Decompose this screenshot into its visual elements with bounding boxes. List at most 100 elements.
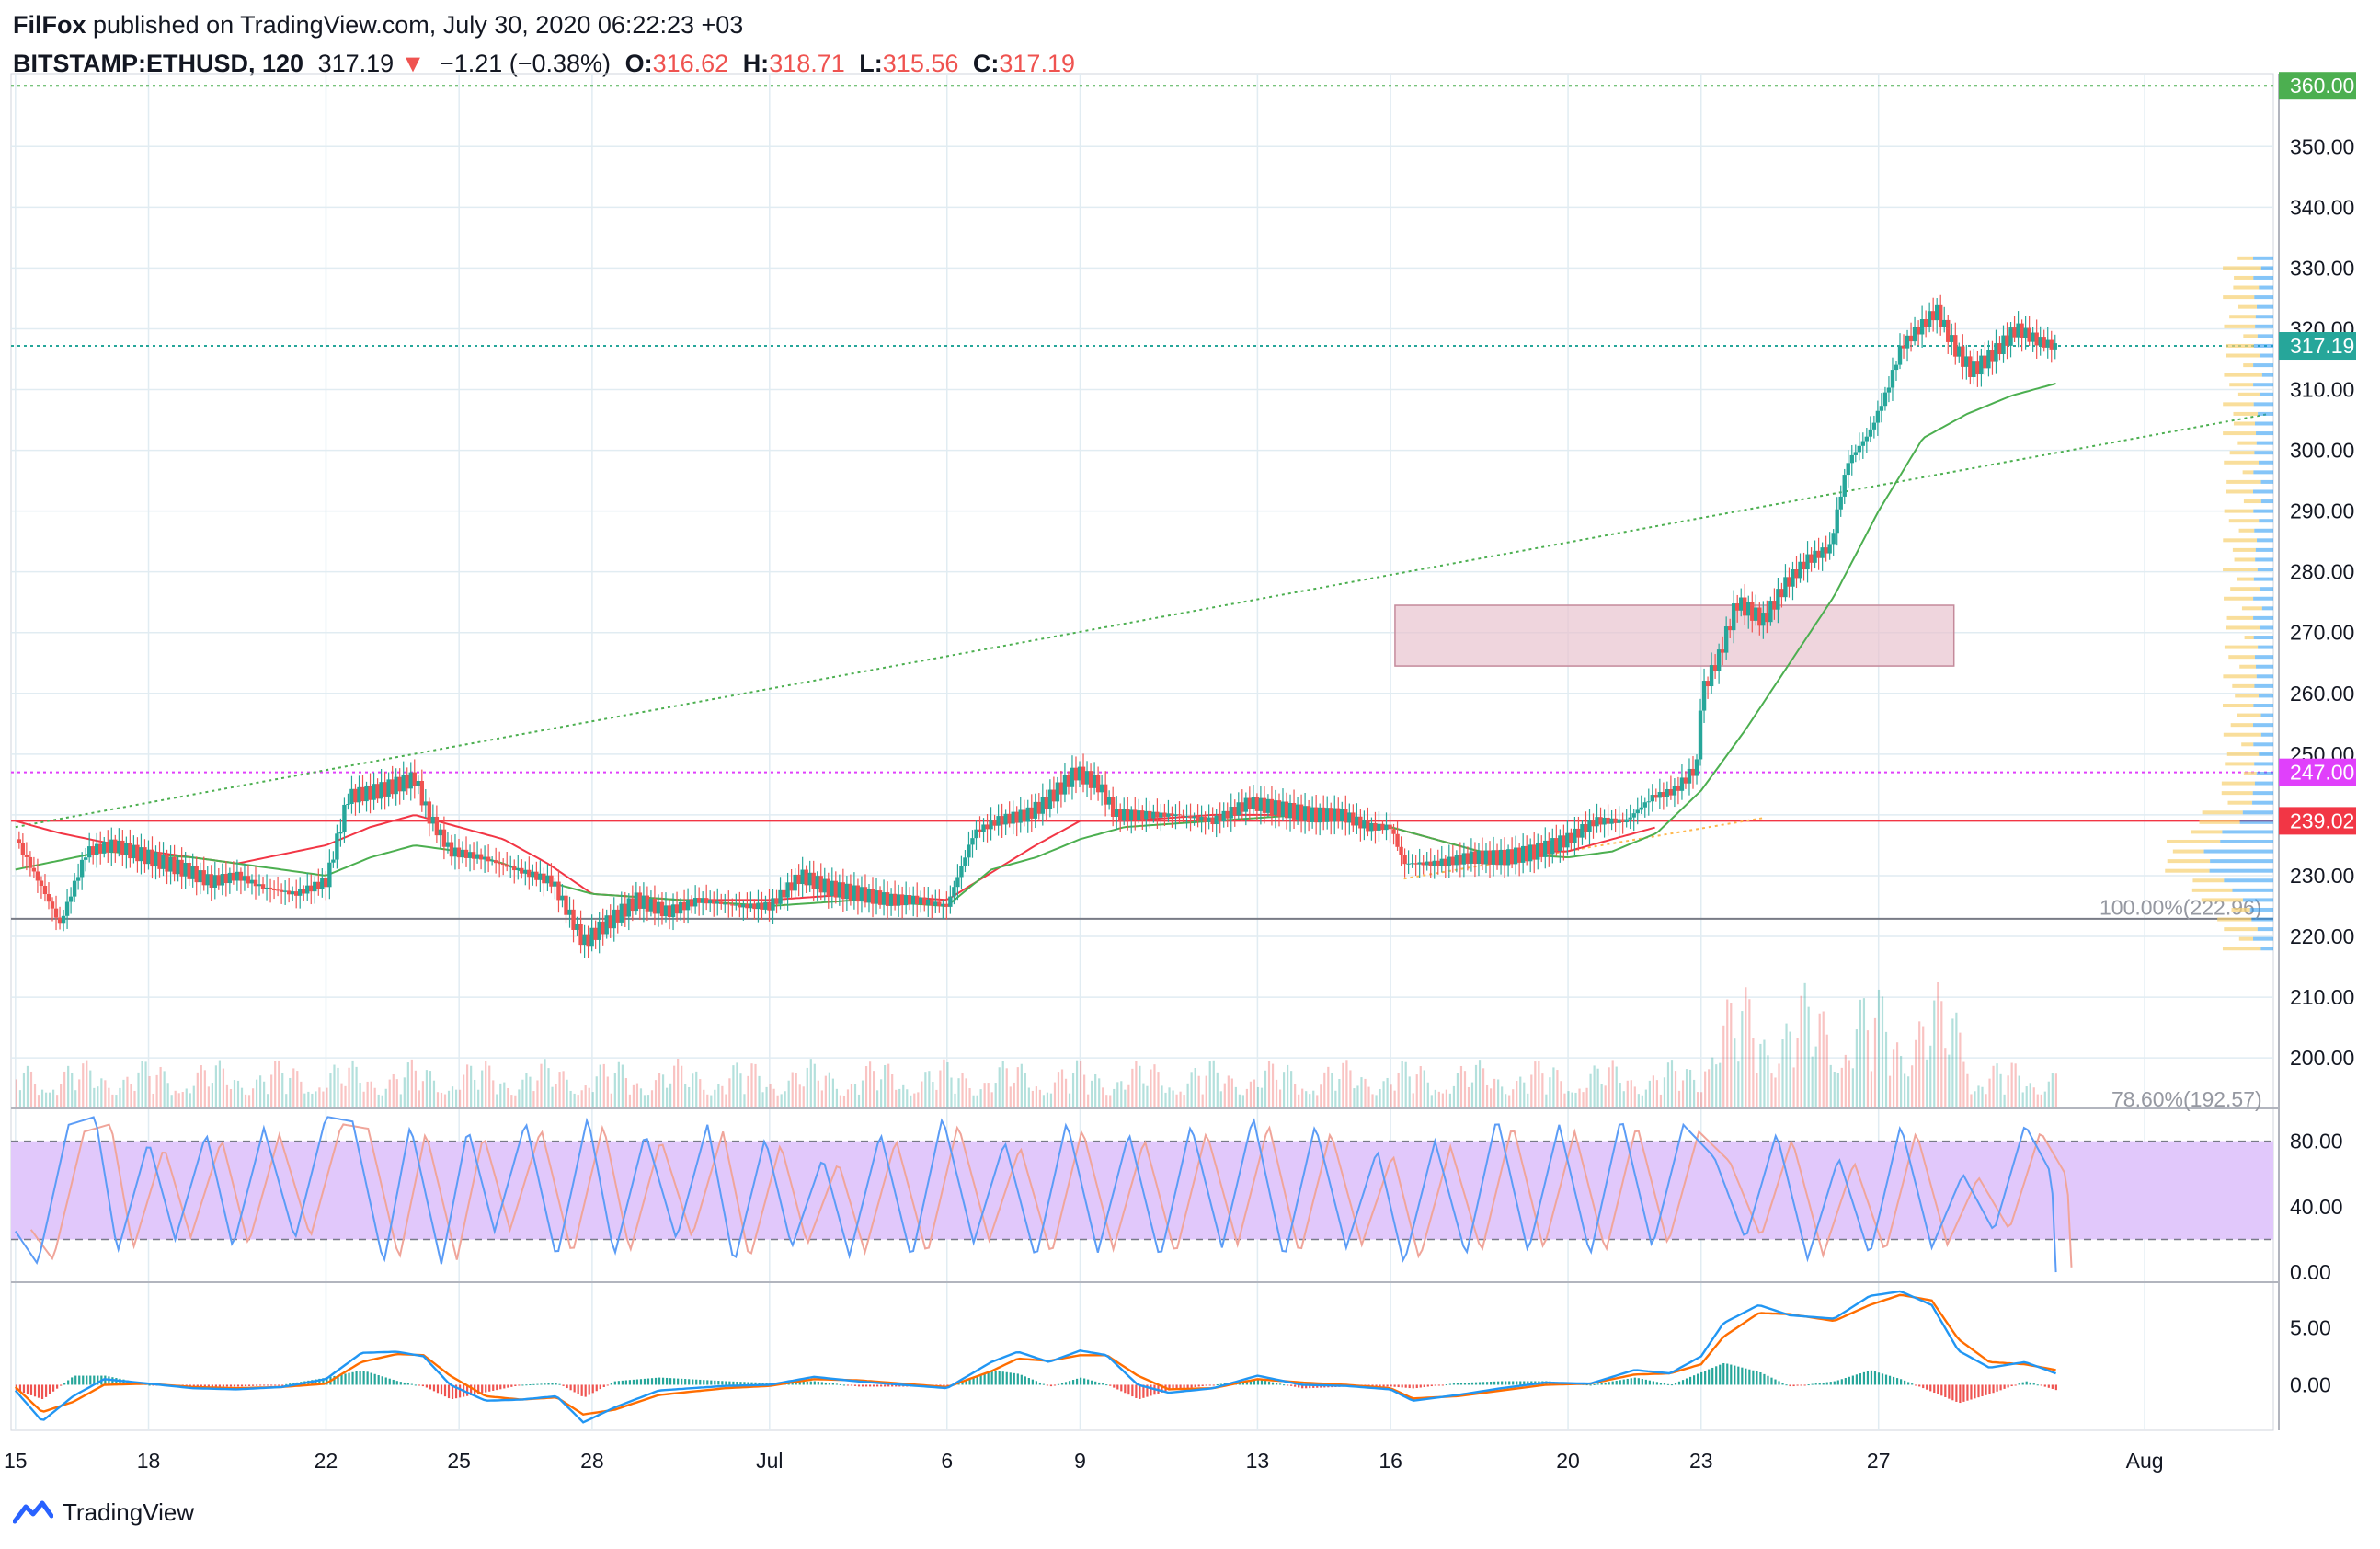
volume-bar bbox=[233, 1080, 236, 1107]
volume-bar bbox=[750, 1063, 753, 1107]
macd-histogram-bar bbox=[1256, 1379, 1260, 1385]
macd-histogram-bar bbox=[225, 1384, 229, 1387]
volume-bar bbox=[932, 1081, 934, 1107]
volume-bar bbox=[643, 1095, 646, 1107]
candle-body bbox=[1757, 607, 1762, 626]
candle-body bbox=[1846, 463, 1850, 476]
volume-profile-bar bbox=[2256, 664, 2273, 669]
candle-body bbox=[1022, 809, 1026, 822]
brand-label[interactable]: TradingView bbox=[63, 1497, 195, 1526]
symbol-label[interactable]: BITSTAMP:ETHUSD, 120 bbox=[13, 50, 304, 77]
volume-bar bbox=[281, 1073, 284, 1107]
macd-histogram-bar bbox=[1630, 1378, 1632, 1385]
volume-profile-bar bbox=[2226, 615, 2254, 620]
candle-body bbox=[1148, 810, 1152, 819]
volume-bar bbox=[1674, 1071, 1677, 1107]
candle-body bbox=[1705, 681, 1711, 687]
volume-bar bbox=[1840, 1067, 1843, 1107]
volume-bar bbox=[1907, 1076, 1910, 1107]
macd-histogram-bar bbox=[1478, 1382, 1482, 1385]
macd-histogram-bar bbox=[1681, 1380, 1685, 1385]
candle-body bbox=[1990, 350, 1995, 362]
candle-body bbox=[53, 908, 59, 918]
macd-histogram-bar bbox=[725, 1381, 727, 1385]
macd-histogram-bar bbox=[824, 1382, 827, 1385]
volume-bar bbox=[454, 1089, 458, 1107]
tradingview-logo-icon[interactable] bbox=[13, 1497, 53, 1527]
macd-histogram-bar bbox=[251, 1384, 255, 1386]
candle-body bbox=[1927, 311, 1932, 327]
candle-body bbox=[139, 847, 143, 862]
candle-body bbox=[227, 872, 233, 884]
volume-bar bbox=[388, 1079, 391, 1107]
candle-body bbox=[800, 869, 805, 885]
volume-profile-bar bbox=[2260, 392, 2273, 396]
volume-bar bbox=[1390, 1084, 1392, 1107]
macd-histogram-bar bbox=[1659, 1383, 1663, 1385]
volume-bar bbox=[86, 1060, 88, 1107]
candle-body bbox=[1384, 824, 1389, 831]
volume-bar bbox=[1915, 1039, 1917, 1107]
volume-bar bbox=[406, 1062, 409, 1107]
macd-histogram-bar bbox=[26, 1384, 29, 1394]
volume-bar bbox=[1371, 1094, 1374, 1107]
candle-body bbox=[1820, 547, 1825, 558]
candle-body bbox=[1776, 589, 1780, 610]
candle-body bbox=[375, 784, 380, 799]
volume-bar bbox=[1641, 1095, 1643, 1107]
author-name[interactable]: FilFox bbox=[13, 11, 86, 39]
macd-histogram-bar bbox=[1386, 1384, 1389, 1387]
candle-body bbox=[1366, 820, 1370, 832]
candle-body bbox=[1373, 822, 1378, 831]
macd-histogram-bar bbox=[44, 1384, 48, 1397]
candle-body bbox=[1243, 797, 1249, 812]
candle-body bbox=[1516, 847, 1522, 863]
volume-profile-bar bbox=[2199, 820, 2240, 824]
volume-bar bbox=[1977, 1085, 1980, 1107]
macd-histogram-bar bbox=[540, 1383, 543, 1385]
candle-body bbox=[412, 772, 417, 786]
macd-histogram-bar bbox=[1929, 1384, 1932, 1392]
price-axis-tag-label: 239.02 bbox=[2290, 809, 2354, 832]
candle-body bbox=[102, 842, 107, 854]
volume-bar bbox=[1150, 1069, 1152, 1107]
candle-body bbox=[641, 895, 646, 909]
volume-bar bbox=[573, 1093, 576, 1107]
macd-histogram-bar bbox=[403, 1382, 406, 1385]
candle-body bbox=[209, 874, 213, 888]
volume-bar bbox=[1745, 987, 1747, 1107]
candle-body bbox=[848, 883, 853, 901]
volume-bar bbox=[1825, 1034, 1828, 1107]
volume-bar bbox=[595, 1076, 598, 1107]
volume-profile-bar bbox=[2253, 704, 2273, 708]
candle-body bbox=[593, 927, 598, 940]
candle-body bbox=[1650, 795, 1654, 802]
candle-body bbox=[39, 880, 44, 887]
candle-body bbox=[712, 900, 716, 904]
volume-bar bbox=[876, 1090, 879, 1107]
candle-body bbox=[1177, 814, 1182, 816]
macd-histogram-bar bbox=[1024, 1376, 1026, 1385]
volume-bar bbox=[1064, 1078, 1068, 1107]
candle-body bbox=[324, 878, 328, 888]
macd-histogram-bar bbox=[432, 1384, 436, 1392]
volume-profile-bar bbox=[2253, 343, 2273, 348]
candle-body bbox=[910, 895, 916, 905]
volume-bar bbox=[806, 1067, 808, 1107]
candle-body bbox=[589, 927, 594, 947]
candle-body bbox=[79, 859, 85, 878]
volume-profile-bar bbox=[2230, 723, 2254, 728]
macd-histogram-bar bbox=[1940, 1384, 1943, 1396]
high-label: H: bbox=[742, 50, 770, 77]
macd-histogram-bar bbox=[1401, 1384, 1403, 1388]
volume-profile-bar bbox=[2172, 849, 2204, 854]
volume-bar bbox=[355, 1066, 358, 1107]
volume-bar bbox=[1164, 1092, 1167, 1107]
volume-bar bbox=[1833, 1072, 1836, 1107]
volume-bar bbox=[1585, 1087, 1588, 1107]
volume-profile-bar bbox=[2261, 373, 2273, 377]
volume-bar bbox=[525, 1073, 528, 1107]
volume-bar bbox=[270, 1074, 273, 1107]
volume-bar bbox=[1227, 1075, 1230, 1107]
